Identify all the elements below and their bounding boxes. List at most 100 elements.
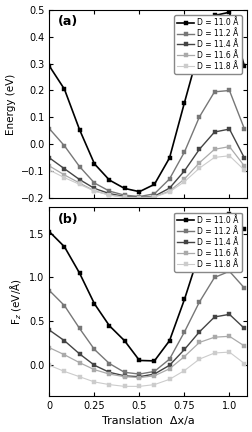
D = 11.0 Å xyxy=(212,13,215,18)
D = 11.0 Å xyxy=(242,226,245,232)
D = 11.8 Å xyxy=(122,384,125,389)
D = 11.0 Å xyxy=(152,358,155,363)
D = 11.6 Å xyxy=(137,375,140,380)
Line: D = 11.4 Å: D = 11.4 Å xyxy=(47,127,246,200)
D = 11.6 Å xyxy=(78,360,81,365)
D = 11.0 Å xyxy=(197,46,200,51)
Y-axis label: F$_z$ (eV/Å): F$_z$ (eV/Å) xyxy=(8,278,24,325)
D = 11.6 Å xyxy=(63,352,66,357)
D = 11.6 Å xyxy=(78,181,81,186)
Line: D = 11.0 Å: D = 11.0 Å xyxy=(47,10,246,194)
D = 11.4 Å xyxy=(242,326,245,331)
D = 11.6 Å xyxy=(152,373,155,378)
D = 11.4 Å xyxy=(182,347,185,352)
D = 11.6 Å xyxy=(63,172,66,178)
D = 11.4 Å xyxy=(122,373,125,378)
D = 11.0 Å xyxy=(122,186,125,191)
D = 11.6 Å xyxy=(48,345,51,350)
Legend: D = 11.0 Å, D = 11.2 Å, D = 11.4 Å, D = 11.6 Å, D = 11.8 Å: D = 11.0 Å, D = 11.2 Å, D = 11.4 Å, D = … xyxy=(174,213,241,272)
D = 11.6 Å xyxy=(182,354,185,359)
D = 11.2 Å xyxy=(227,88,230,93)
D = 11.4 Å xyxy=(92,186,96,191)
D = 11.8 Å xyxy=(182,179,185,184)
D = 11.2 Å xyxy=(152,369,155,374)
D = 11.8 Å xyxy=(107,382,110,387)
D = 11.6 Å xyxy=(212,335,215,340)
D = 11.4 Å xyxy=(167,186,170,191)
Y-axis label: Energy (eV): Energy (eV) xyxy=(6,73,15,135)
D = 11.0 Å xyxy=(227,10,230,15)
D = 11.8 Å xyxy=(227,153,230,159)
Line: D = 11.6 Å: D = 11.6 Å xyxy=(47,145,245,200)
D = 11.4 Å xyxy=(122,194,125,199)
D = 11.8 Å xyxy=(107,193,110,198)
Line: D = 11.0 Å: D = 11.0 Å xyxy=(47,212,246,363)
D = 11.0 Å xyxy=(137,189,140,194)
D = 11.6 Å xyxy=(227,144,230,149)
D = 11.0 Å xyxy=(197,250,200,255)
Line: D = 11.8 Å: D = 11.8 Å xyxy=(48,154,245,200)
D = 11.4 Å xyxy=(152,194,155,199)
D = 11.2 Å xyxy=(48,288,51,293)
D = 11.4 Å xyxy=(137,195,140,200)
D = 11.8 Å xyxy=(242,361,245,366)
D = 11.4 Å xyxy=(242,156,245,161)
D = 11.0 Å xyxy=(182,100,185,105)
D = 11.6 Å xyxy=(242,163,245,168)
D = 11.8 Å xyxy=(242,168,245,173)
D = 11.4 Å xyxy=(167,363,170,368)
Line: D = 11.4 Å: D = 11.4 Å xyxy=(47,312,246,379)
D = 11.4 Å xyxy=(107,370,110,375)
D = 11.2 Å xyxy=(137,194,140,199)
D = 11.2 Å xyxy=(182,149,185,155)
D = 11.8 Å xyxy=(137,384,140,389)
D = 11.2 Å xyxy=(197,114,200,120)
D = 11.2 Å xyxy=(212,275,215,280)
D = 11.6 Å xyxy=(182,176,185,181)
D = 11.8 Å xyxy=(137,195,140,200)
D = 11.4 Å xyxy=(227,127,230,132)
D = 11.8 Å xyxy=(63,175,66,180)
D = 11.2 Å xyxy=(242,126,245,131)
D = 11.4 Å xyxy=(212,314,215,320)
D = 11.6 Å xyxy=(48,163,51,168)
D = 11.4 Å xyxy=(137,374,140,379)
D = 11.8 Å xyxy=(227,349,230,355)
D = 11.8 Å xyxy=(197,165,200,171)
D = 11.2 Å xyxy=(48,126,51,131)
D = 11.2 Å xyxy=(242,286,245,291)
D = 11.6 Å xyxy=(137,195,140,200)
D = 11.2 Å xyxy=(167,356,170,362)
D = 11.6 Å xyxy=(212,147,215,152)
D = 11.2 Å xyxy=(78,164,81,169)
D = 11.8 Å xyxy=(48,363,51,368)
D = 11.4 Å xyxy=(212,130,215,135)
D = 11.2 Å xyxy=(152,191,155,197)
D = 11.0 Å xyxy=(242,64,245,69)
D = 11.0 Å xyxy=(107,178,110,183)
D = 11.0 Å xyxy=(78,127,81,132)
Line: D = 11.2 Å: D = 11.2 Å xyxy=(47,269,245,376)
D = 11.0 Å xyxy=(152,182,155,187)
Legend: D = 11.0 Å, D = 11.2 Å, D = 11.4 Å, D = 11.6 Å, D = 11.8 Å: D = 11.0 Å, D = 11.2 Å, D = 11.4 Å, D = … xyxy=(174,15,241,74)
D = 11.8 Å xyxy=(212,350,215,356)
D = 11.0 Å xyxy=(227,212,230,217)
D = 11.0 Å xyxy=(107,323,110,328)
D = 11.0 Å xyxy=(167,338,170,343)
D = 11.4 Å xyxy=(78,351,81,356)
D = 11.0 Å xyxy=(63,244,66,249)
D = 11.2 Å xyxy=(137,372,140,377)
D = 11.8 Å xyxy=(92,188,96,194)
D = 11.6 Å xyxy=(227,334,230,339)
D = 11.0 Å xyxy=(167,156,170,161)
D = 11.2 Å xyxy=(197,299,200,305)
D = 11.8 Å xyxy=(63,369,66,374)
D = 11.2 Å xyxy=(63,143,66,148)
D = 11.4 Å xyxy=(197,329,200,334)
D = 11.0 Å xyxy=(137,358,140,363)
D = 11.2 Å xyxy=(92,347,96,352)
D = 11.0 Å xyxy=(78,270,81,276)
D = 11.4 Å xyxy=(92,363,96,368)
D = 11.2 Å xyxy=(182,329,185,334)
D = 11.2 Å xyxy=(167,176,170,181)
